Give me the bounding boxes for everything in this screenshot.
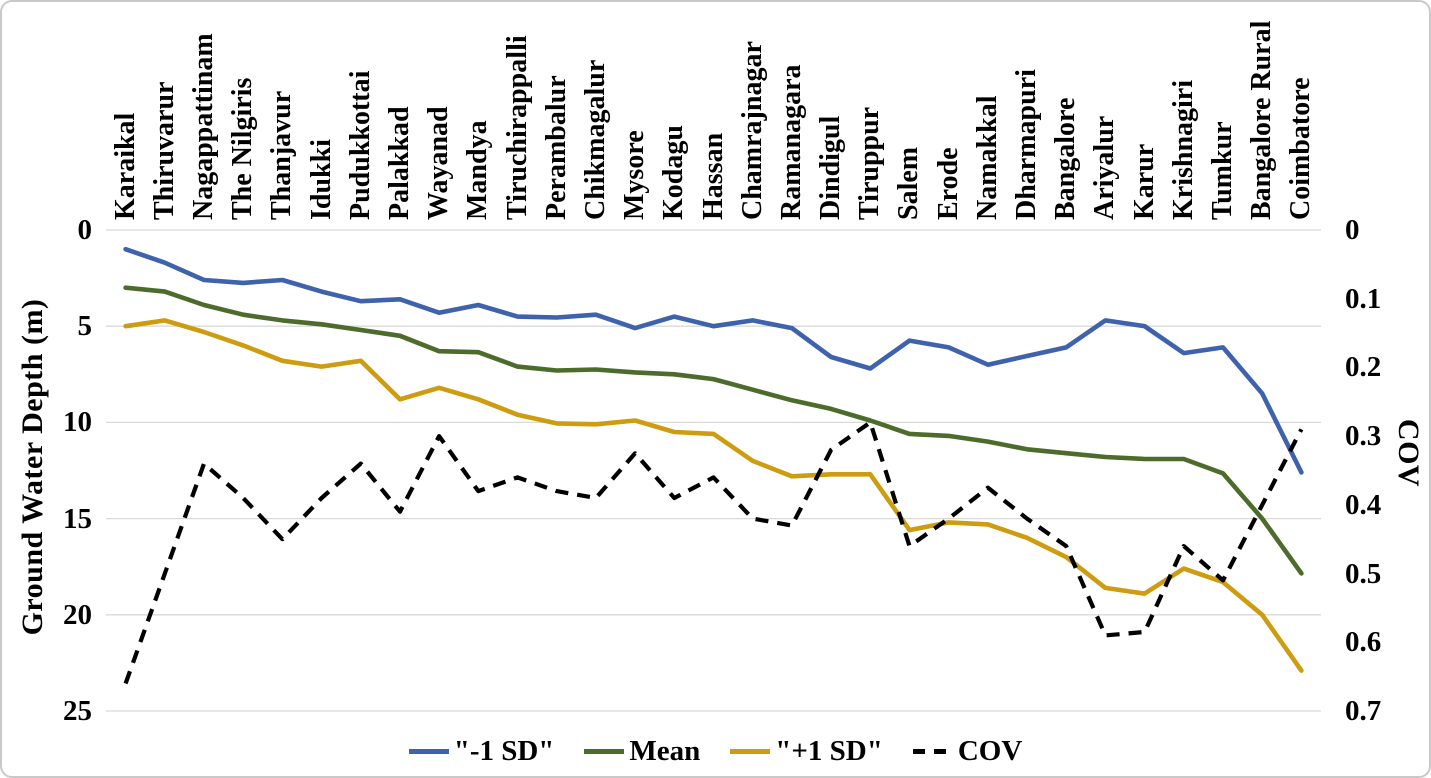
legend-item-cov: COV <box>912 735 1023 768</box>
x-axis-label: Chamrajnagar <box>736 41 768 220</box>
x-axis-label: Hassan <box>697 132 729 220</box>
left-axis-tick: 5 <box>77 310 93 343</box>
right-axis-tick: 0.5 <box>1345 557 1382 590</box>
x-axis-label: Karaikal <box>109 112 141 220</box>
x-axis-label: Mandya <box>462 120 494 220</box>
right-axis-tick: 0 <box>1345 214 1360 246</box>
x-axis-label: Chikmagalur <box>579 59 611 220</box>
x-axis-label: Bangalore Rural <box>1246 20 1278 220</box>
x-axis-label: Dindigul <box>815 115 847 220</box>
x-axis-label: Tiruchirappalli <box>501 35 533 220</box>
legend-dashed-line-swatch <box>912 749 953 754</box>
legend-item-1-sd: "+1 SD" <box>730 735 883 768</box>
legend-label: "+1 SD" <box>775 735 883 767</box>
x-axis-label: Thiruvarur <box>148 81 180 220</box>
right-axis-tick: 0.4 <box>1345 488 1382 521</box>
x-axis-label: Ramanagara <box>775 64 807 220</box>
x-axis-label: Mysore <box>619 130 651 220</box>
legend-label: Mean <box>629 735 701 767</box>
right-axis-tick: 0.7 <box>1345 695 1382 727</box>
x-axis-label: Dharmapuri <box>1011 69 1043 220</box>
x-axis-label: Bangalore <box>1050 97 1082 220</box>
series-line-1-sd <box>123 318 1304 673</box>
left-axis-tick: 0 <box>77 214 93 246</box>
x-axis-label: The Nilgiris <box>227 77 259 220</box>
x-axis-label: Kodagu <box>658 125 690 220</box>
x-axis-label: Salem <box>893 146 925 220</box>
x-axis-label: Tumkur <box>1207 121 1239 220</box>
x-axis-label: Perambalur <box>540 75 572 220</box>
legend-label: "-1 SD" <box>453 735 555 767</box>
legend: "-1 SD" Mean "+1 SD" COV <box>2 735 1429 768</box>
legend-item-1-sd: "-1 SD" <box>408 735 555 768</box>
legend-label: COV <box>957 735 1023 767</box>
left-axis-tick: 20 <box>63 598 92 631</box>
x-axis-label: Ariyalur <box>1089 115 1121 220</box>
series-line-cov <box>123 420 1304 685</box>
left-axis-tick: 10 <box>63 406 92 439</box>
right-axis-tick: 0.3 <box>1345 420 1382 453</box>
x-axis-label: Coimbatore <box>1285 77 1317 220</box>
legend-line-swatch <box>730 749 771 754</box>
right-axis-tick: 0.6 <box>1345 626 1382 659</box>
x-axis-label: Krishnagiri <box>1167 79 1199 220</box>
x-axis-label: Idukki <box>305 139 337 220</box>
legend-line-swatch <box>584 749 625 754</box>
right-axis-tick: 0.2 <box>1345 351 1382 384</box>
x-axis-label: Tiruppur <box>854 106 886 220</box>
x-axis-label: Palakkad <box>383 106 415 220</box>
x-axis-label: Karur <box>1128 143 1160 220</box>
right-axis-tick: 0.1 <box>1345 282 1382 315</box>
x-axis-label: Nagappattinam <box>187 33 219 220</box>
x-axis-label: Thanjavur <box>266 90 298 220</box>
series-line-1-sd <box>123 246 1304 475</box>
x-axis-label: Pudukkottai <box>344 70 376 220</box>
legend-line-swatch <box>408 749 449 754</box>
x-axis-label: Wayanad <box>423 106 455 220</box>
left-axis-tick: 25 <box>63 695 92 727</box>
x-axis-label: Erode <box>932 147 964 220</box>
left-axis-tick: 15 <box>63 502 92 535</box>
legend-item-mean: Mean <box>584 735 700 768</box>
x-axis-label: Namakkal <box>971 95 1003 220</box>
left-axis-title: Ground Water Depth (m) <box>16 298 49 636</box>
series-line-mean <box>123 285 1304 576</box>
